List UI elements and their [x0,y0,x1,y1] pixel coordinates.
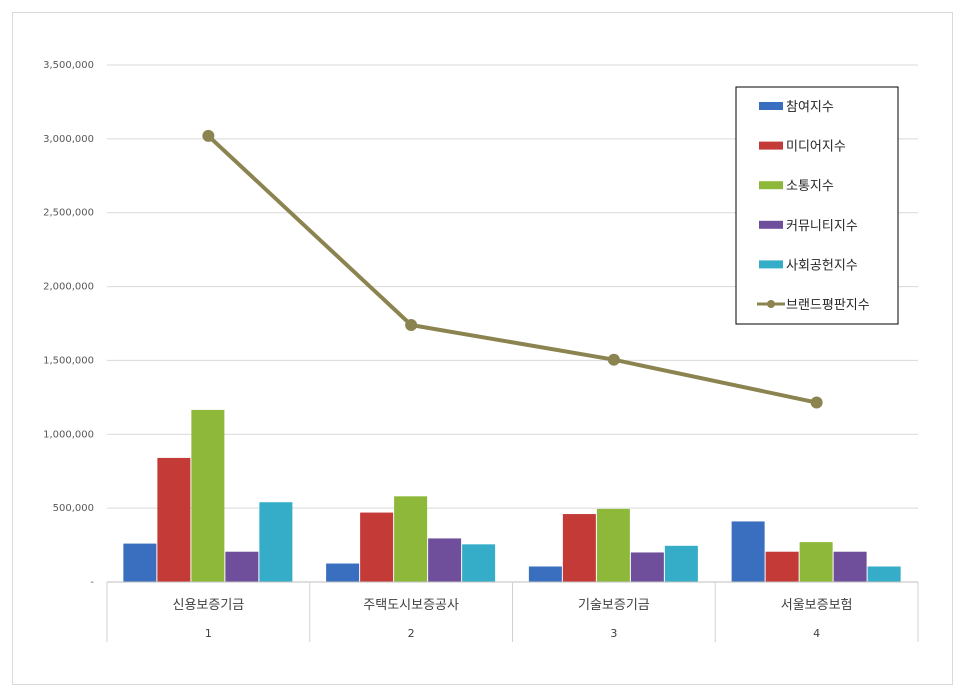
line-point [405,318,418,331]
bar [428,538,462,582]
bar [765,551,799,582]
bar [326,563,360,582]
legend-box [735,86,899,325]
legend-swatch [759,220,783,229]
brand-line [202,129,823,409]
legend-label: 사회공헌지수 [786,258,858,273]
line-point [810,396,823,409]
bar [157,457,191,582]
y-tick-label: - [90,577,94,588]
bar [596,508,630,582]
y-tick-label: 2,500,000 [43,208,94,219]
bar [123,543,157,582]
legend-line-marker [767,300,775,308]
bar [191,409,225,582]
bar [394,496,428,582]
legend-label: 브랜드평판지수 [786,298,870,313]
x-category-number: 1 [205,627,212,640]
bar [867,566,901,582]
legend-swatch [759,260,783,269]
bar [259,502,293,582]
line-point [202,129,215,142]
line-point [607,353,620,366]
legend-swatch [759,141,783,150]
x-category-label: 서울보증보험 [781,598,853,613]
y-tick-label: 1,000,000 [43,429,94,440]
legend-label: 미디어지수 [786,140,846,155]
y-tick-label: 500,000 [53,503,94,514]
x-category-label: 신용보증기금 [172,598,244,613]
bar [562,514,596,582]
x-axis: 신용보증기금 1 주택도시보증공사 2 기술보증기금 3 서울보증보험 4 [106,581,919,642]
x-category-number: 4 [813,627,820,640]
x-category-label: 주택도시보증공사 [363,598,459,613]
y-tick-label: 2,000,000 [43,282,94,293]
bar [799,542,833,582]
legend-swatch [759,102,783,110]
legend-label: 커뮤니티지수 [786,219,858,234]
y-axis-ticks: - 500,000 1,000,000 1,500,000 2,000,000 2,500… [43,60,94,588]
bars [123,409,901,582]
bar [731,521,765,582]
x-category-number: 3 [610,627,617,640]
bar [462,544,496,582]
x-category-number: 2 [408,627,415,640]
x-category-label: 기술보증기금 [578,598,650,613]
legend-label: 소통지수 [786,179,834,194]
y-tick-label: 1,500,000 [43,355,94,366]
bar [630,552,664,582]
y-tick-label: 3,500,000 [43,60,94,71]
legend-label: 참여지수 [786,100,834,115]
y-tick-label: 3,000,000 [43,134,94,145]
series-line [207,134,818,405]
bar [528,566,562,582]
bar [833,551,867,582]
bar [225,551,259,582]
bar [664,545,698,582]
bar [360,512,394,582]
legend-swatch [759,181,783,190]
